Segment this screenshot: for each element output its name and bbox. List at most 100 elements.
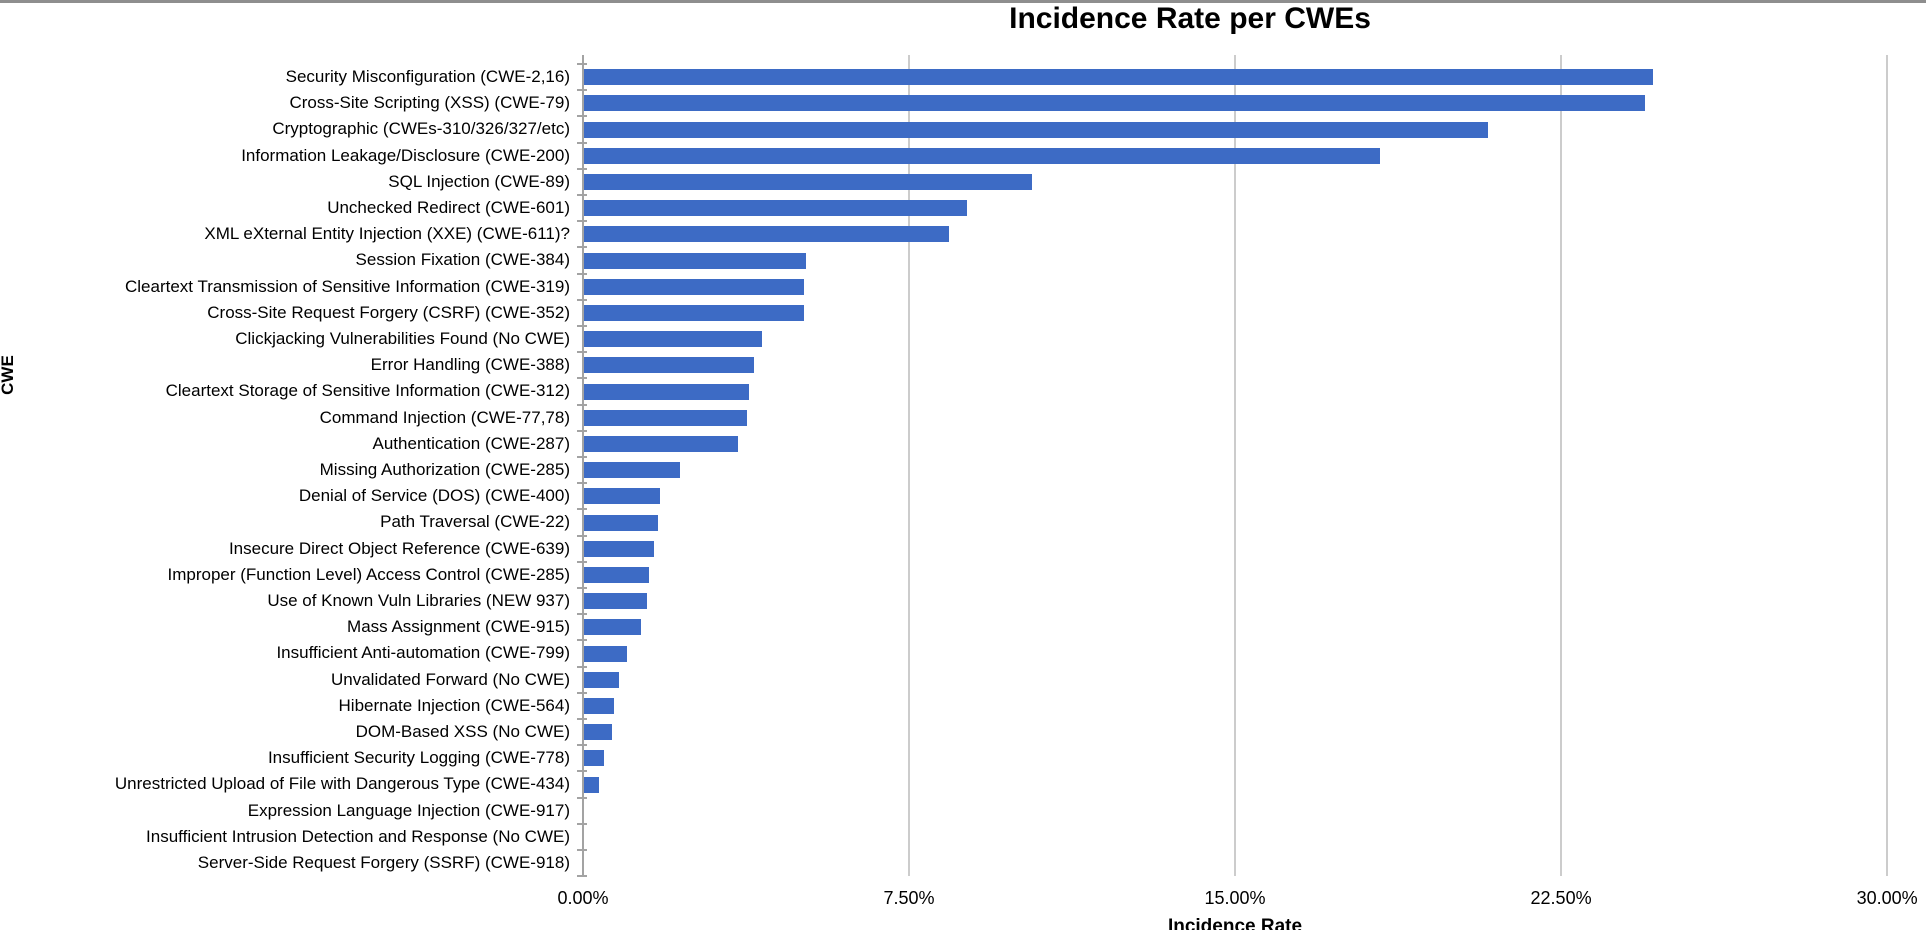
axis-tick: [577, 63, 587, 65]
category-label: Error Handling (CWE-388): [370, 355, 570, 375]
axis-tick: [577, 796, 587, 799]
axis-tick: [577, 429, 587, 432]
axis-tick: [577, 272, 587, 275]
bar-2[interactable]: [584, 121, 1489, 138]
category-label: Insecure Direct Object Reference (CWE-63…: [228, 538, 570, 558]
category-label: Cleartext Transmission of Sensitive Info…: [125, 276, 570, 296]
bar-5[interactable]: [584, 200, 967, 217]
bar-18[interactable]: [584, 540, 654, 557]
category-label: Insufficient Intrusion Detection and Res…: [146, 826, 570, 846]
axis-tick: [577, 613, 587, 616]
gridline: [1560, 55, 1563, 876]
bar-21[interactable]: [584, 619, 641, 636]
axis-tick: [577, 141, 587, 144]
gridline: [1886, 55, 1889, 876]
category-label: Cryptographic (CWEs-310/326/327/etc): [272, 119, 570, 139]
category-label: XML eXternal Entity Injection (XXE) (CWE…: [204, 224, 570, 244]
bar-9[interactable]: [584, 304, 804, 321]
category-label: DOM-Based XSS (No CWE): [355, 722, 570, 741]
axis-tick: [577, 849, 587, 851]
x-tick-label: 7.50%: [883, 888, 935, 908]
bar-26[interactable]: [584, 750, 604, 767]
chart-title: Incidence Rate per CWEs: [1009, 2, 1371, 35]
axis-tick: [577, 560, 587, 563]
category-label: Command Injection (CWE-77,78): [319, 407, 570, 427]
x-axis-title: Incidence Rate: [1167, 916, 1303, 930]
bar-0[interactable]: [584, 69, 1654, 86]
bar-6[interactable]: [584, 226, 950, 243]
top-border: [0, 0, 1926, 3]
bar-8[interactable]: [584, 278, 804, 295]
axis-tick: [577, 456, 587, 458]
bar-22[interactable]: [584, 645, 628, 662]
axis-tick: [577, 325, 587, 327]
category-label: Denial of Service (DOS) (CWE-400): [298, 486, 570, 506]
axis-tick: [577, 822, 587, 825]
bar-16[interactable]: [584, 488, 661, 505]
category-label: Unvalidated Forward (No CWE): [330, 669, 570, 689]
axis-tick: [577, 744, 587, 747]
axis-tick: [577, 587, 587, 589]
axis-tick: [577, 377, 587, 380]
category-label: Clickjacking Vulnerabilities Found (No C…: [235, 329, 570, 348]
category-label: Unrestricted Upload of File with Dangero…: [114, 774, 570, 794]
bar-15[interactable]: [584, 462, 680, 479]
x-tick-label: 22.50%: [1530, 888, 1592, 908]
axis-tick: [577, 403, 587, 406]
axis-tick: [577, 89, 587, 92]
bar-10[interactable]: [584, 331, 763, 348]
axis-tick: [577, 770, 587, 773]
axis-tick: [577, 194, 587, 196]
y-axis-line: [582, 55, 584, 876]
category-label: Insufficient Anti-automation (CWE-799): [276, 643, 570, 663]
bar-3[interactable]: [584, 147, 1380, 164]
axis-tick: [577, 298, 587, 301]
gridline: [908, 55, 911, 876]
axis-tick: [577, 665, 587, 668]
axis-tick: [577, 875, 587, 878]
category-label: Mass Assignment (CWE-915): [347, 617, 570, 637]
category-label: Session Fixation (CWE-384): [355, 250, 570, 270]
category-label: Cleartext Storage of Sensitive Informati…: [165, 381, 570, 401]
bar-1[interactable]: [584, 95, 1645, 112]
bar-19[interactable]: [584, 566, 650, 583]
bar-11[interactable]: [584, 357, 754, 374]
bar-4[interactable]: [584, 173, 1032, 190]
category-label: Missing Authorization (CWE-285): [319, 460, 570, 479]
x-tick-label: 15.00%: [1204, 888, 1266, 908]
axis-tick: [577, 167, 587, 170]
bar-12[interactable]: [584, 383, 750, 400]
bar-20[interactable]: [584, 593, 648, 610]
category-label: Cross-Site Scripting (XSS) (CWE-79): [289, 93, 570, 113]
category-label: Server-Side Request Forgery (SSRF) (CWE-…: [197, 853, 570, 872]
bar-17[interactable]: [584, 514, 658, 531]
axis-tick: [577, 508, 587, 511]
bar-7[interactable]: [584, 252, 806, 269]
category-label: Use of Known Vuln Libraries (NEW 937): [267, 591, 570, 610]
category-label: Information Leakage/Disclosure (CWE-200): [241, 145, 570, 165]
axis-tick: [577, 639, 587, 642]
x-tick-label: 30.00%: [1856, 888, 1918, 908]
bar-27[interactable]: [584, 776, 600, 793]
bar-24[interactable]: [584, 697, 615, 714]
axis-tick: [577, 220, 587, 223]
axis-tick: [577, 718, 587, 720]
gridline: [1234, 55, 1237, 876]
axis-tick: [577, 691, 587, 694]
category-label: Hibernate Injection (CWE-564): [338, 695, 570, 715]
category-label: Cross-Site Request Forgery (CSRF) (CWE-3…: [207, 302, 570, 322]
axis-tick: [577, 534, 587, 537]
category-label: Unchecked Redirect (CWE-601): [327, 198, 570, 217]
bar-13[interactable]: [584, 409, 747, 426]
category-label: Path Traversal (CWE-22): [380, 512, 570, 532]
category-label: Authentication (CWE-287): [372, 433, 570, 453]
bar-14[interactable]: [584, 435, 739, 452]
category-label: Improper (Function Level) Access Control…: [167, 564, 570, 584]
bar-23[interactable]: [584, 671, 619, 688]
x-tick-label: 0.00%: [557, 888, 609, 908]
axis-tick: [577, 482, 587, 485]
bar-25[interactable]: [584, 724, 613, 741]
axis-tick: [577, 246, 587, 249]
category-label: Insufficient Security Logging (CWE-778): [267, 748, 570, 768]
